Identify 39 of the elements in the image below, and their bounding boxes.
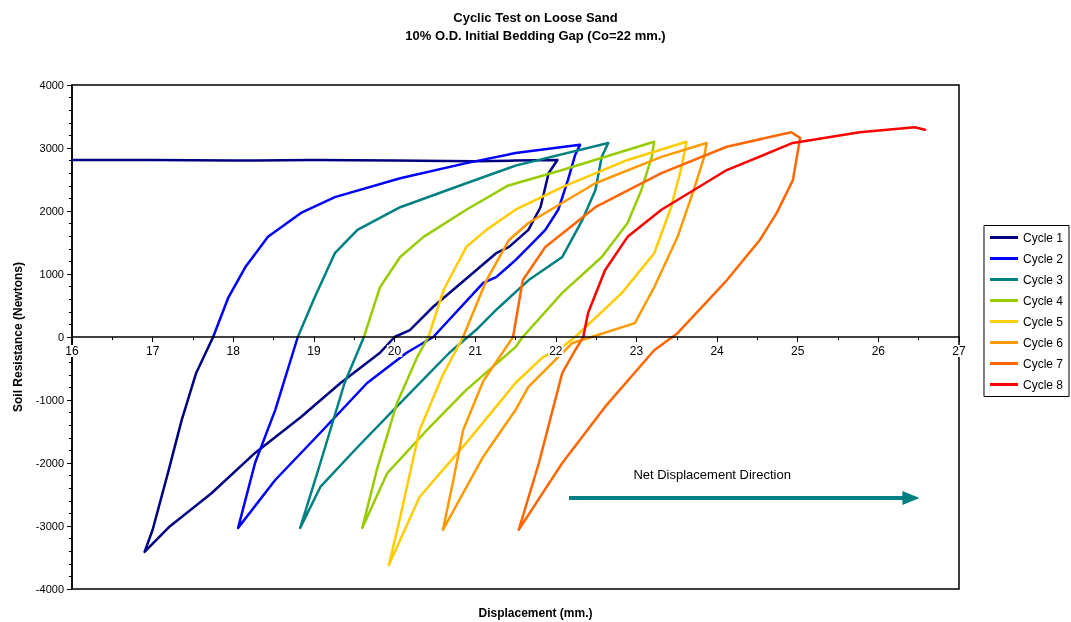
chart-subtitle: 10% O.D. Initial Bedding Gap (Co=22 mm.) xyxy=(405,28,666,43)
x-tick-label: 18 xyxy=(226,344,241,358)
x-tick-label: 16 xyxy=(65,344,79,358)
line-series xyxy=(211,143,582,530)
y-tick-label: 3000 xyxy=(39,142,64,154)
y-tick-label: 0 xyxy=(57,331,64,343)
x-axis-title: Displacement (mm.) xyxy=(478,606,593,620)
line-series xyxy=(511,131,802,532)
legend-label: Cycle 5 xyxy=(1022,314,1064,329)
x-tick-label: 27 xyxy=(952,344,966,358)
y-tick-label: 4000 xyxy=(39,79,64,91)
legend-label: Cycle 1 xyxy=(1022,230,1064,245)
y-tick-label: 2000 xyxy=(39,205,64,217)
legend-label: Cycle 6 xyxy=(1022,335,1064,350)
y-tick-label: -2000 xyxy=(35,457,64,469)
x-tick-label: 24 xyxy=(710,344,725,358)
y-tick-label: 1000 xyxy=(39,268,64,280)
x-tick-label: 20 xyxy=(387,344,402,358)
x-tick-label: 17 xyxy=(145,344,160,358)
x-tick-label: 19 xyxy=(307,344,321,358)
x-tick-label: 26 xyxy=(871,344,886,358)
legend-label: Cycle 4 xyxy=(1022,293,1064,308)
y-axis-title: Soil Resistance (Newtons) xyxy=(11,261,25,413)
legend-label: Cycle 8 xyxy=(1022,377,1064,392)
legend-label: Cycle 3 xyxy=(1022,272,1064,287)
x-tick-label: 25 xyxy=(791,344,805,358)
x-tick-label: 23 xyxy=(629,344,644,358)
y-tick-label: -3000 xyxy=(35,520,64,532)
annotation: Net Displacement Direction xyxy=(633,467,791,483)
legend-label: Cycle 7 xyxy=(1022,356,1064,371)
chart-title: Cyclic Test on Loose Sand xyxy=(453,10,618,25)
line-series xyxy=(581,125,927,339)
y-tick-label: -4000 xyxy=(35,583,64,595)
x-tick-label: 22 xyxy=(549,344,563,358)
line-series xyxy=(361,140,656,530)
y-tick-label: -1000 xyxy=(35,394,64,406)
line-series xyxy=(296,141,610,530)
legend-label: Cycle 2 xyxy=(1022,251,1064,266)
x-tick-label: 21 xyxy=(468,344,483,358)
